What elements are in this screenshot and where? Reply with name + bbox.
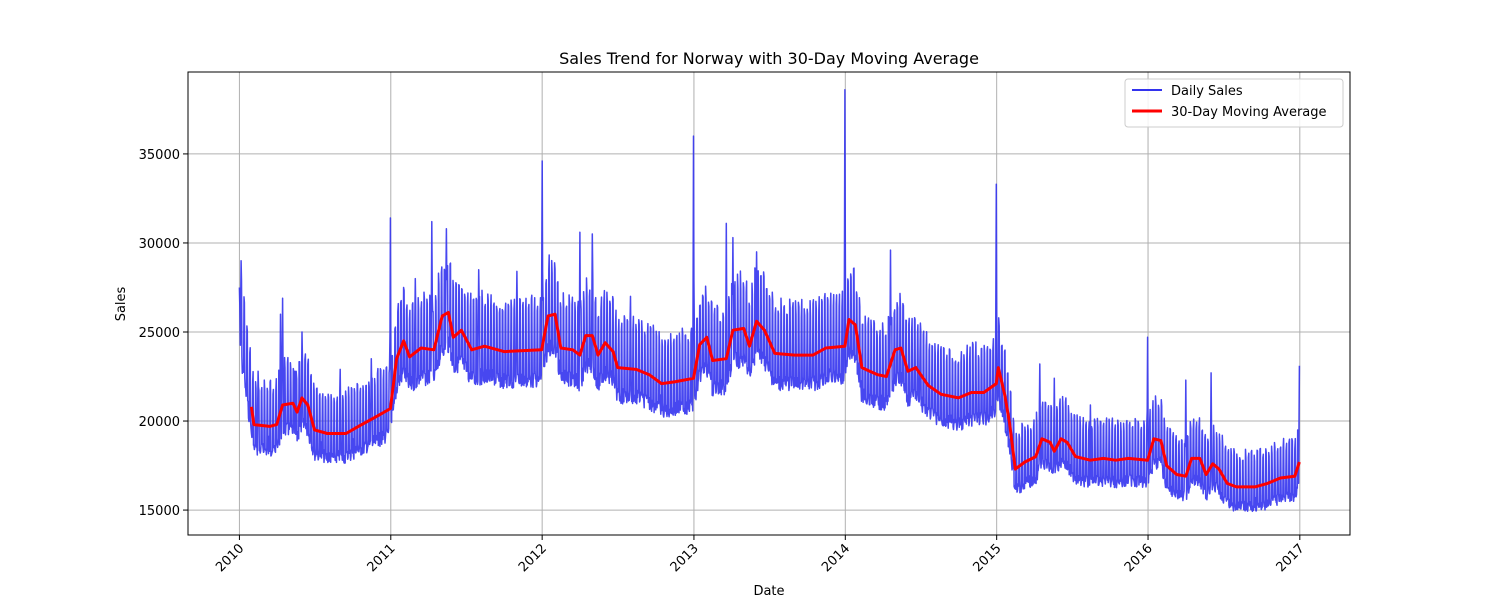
y-tick-label: 35000 bbox=[139, 148, 180, 163]
y-tick-label: 20000 bbox=[139, 415, 180, 430]
y-tick-label: 30000 bbox=[139, 237, 180, 252]
y-tick-label: 25000 bbox=[139, 326, 180, 341]
x-tick-label: 2017 bbox=[1274, 541, 1308, 575]
daily-sales-line bbox=[238, 89, 1301, 513]
x-tick-label: 2016 bbox=[1122, 541, 1156, 575]
plot-frame bbox=[187, 71, 1351, 536]
legend-box bbox=[1124, 78, 1344, 128]
legend: Daily Sales 30-Day Moving Average bbox=[1124, 78, 1344, 128]
x-tick-label: 2012 bbox=[516, 541, 550, 575]
y-tick-label: 15000 bbox=[139, 504, 180, 519]
x-tick-label: 2013 bbox=[668, 541, 702, 575]
daily-sales-series bbox=[238, 89, 1301, 513]
chart-title: Sales Trend for Norway with 30-Day Movin… bbox=[559, 49, 979, 68]
x-tick-label: 2010 bbox=[213, 541, 247, 575]
x-tick-label: 2014 bbox=[819, 541, 853, 575]
x-tick-label: 2015 bbox=[970, 541, 1004, 575]
y-axis-label: Sales bbox=[114, 286, 129, 321]
x-axis: 2010 2011 2012 2013 2014 2015 2016 2017 bbox=[213, 535, 1308, 575]
legend-daily-sales-label: Daily Sales bbox=[1171, 84, 1243, 99]
legend-moving-average-label: 30-Day Moving Average bbox=[1171, 105, 1327, 120]
x-axis-label: Date bbox=[753, 584, 784, 599]
y-axis: 15000 20000 25000 30000 35000 bbox=[139, 148, 188, 519]
moving-average-series bbox=[249, 310, 1301, 489]
x-tick-label: 2011 bbox=[365, 541, 399, 575]
moving-average-line bbox=[249, 310, 1301, 489]
